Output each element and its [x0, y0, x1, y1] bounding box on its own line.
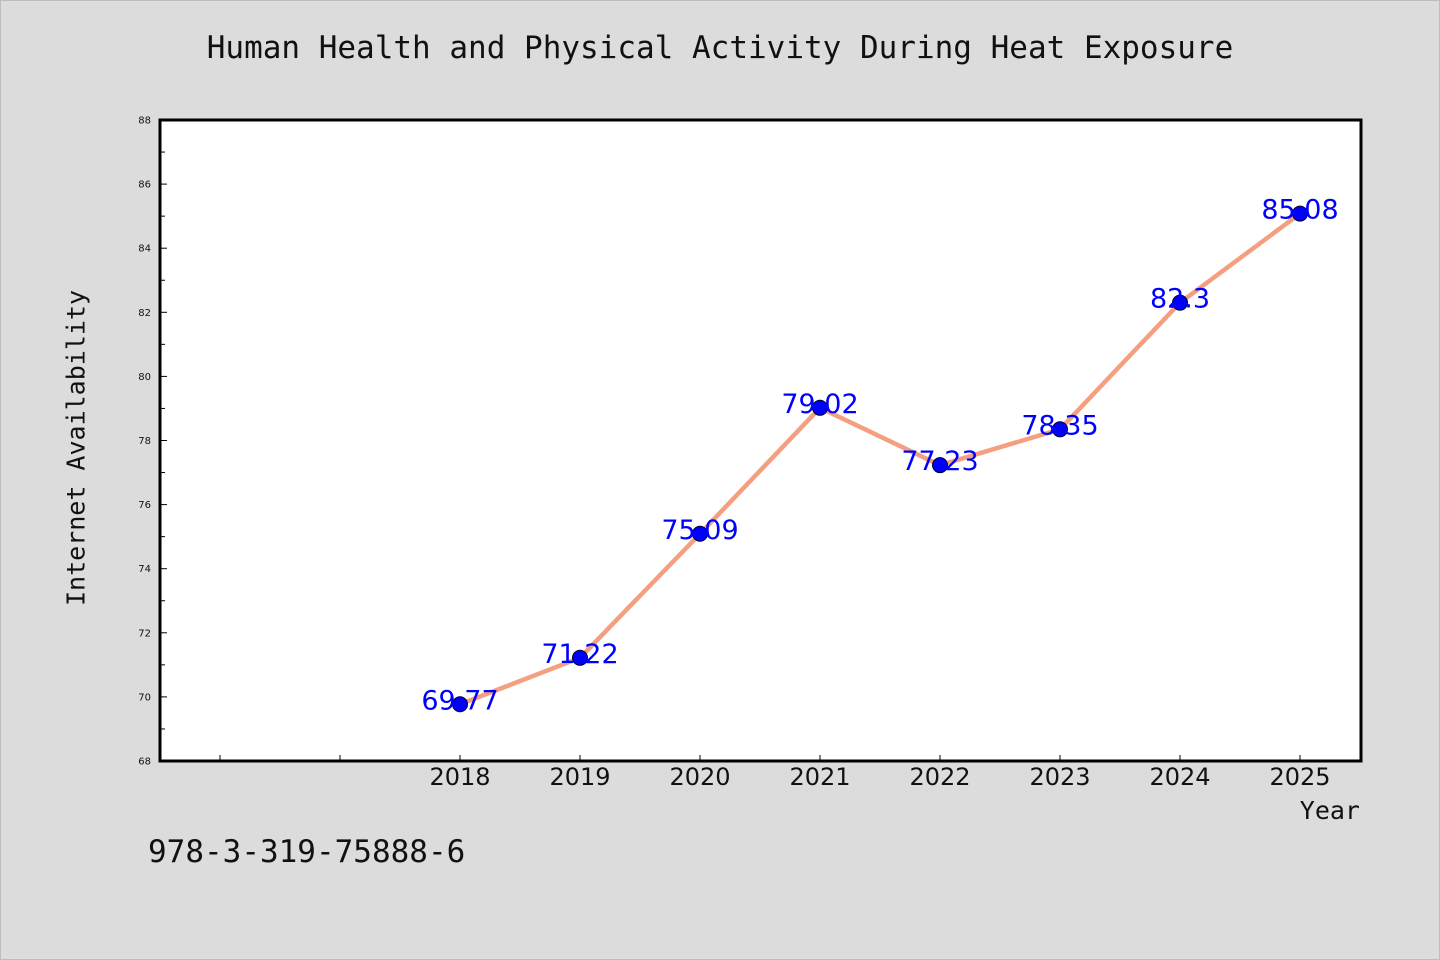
- y-tick-label: 86: [138, 180, 151, 191]
- y-tick-label: 84: [138, 244, 151, 255]
- data-label: 75.09: [661, 515, 738, 546]
- data-label: 71.22: [541, 639, 618, 670]
- y-tick-label: 72: [138, 628, 151, 639]
- data-label: 78.35: [1021, 410, 1098, 441]
- data-label: 82.3: [1150, 284, 1210, 315]
- y-tick-label: 68: [138, 757, 151, 768]
- data-point: [1052, 421, 1068, 438]
- data-label: 85.08: [1261, 195, 1338, 226]
- y-axis: 68 70 72 74 76 78 80 82 84 86 88: [138, 116, 167, 768]
- y-tick-label: 76: [138, 500, 151, 511]
- isbn-text: 978-3-319-75888-6: [148, 834, 466, 870]
- data-point: [812, 399, 828, 416]
- chart-title: Human Health and Physical Activity Durin…: [206, 30, 1234, 66]
- y-tick-label: 88: [138, 116, 151, 127]
- y-tick-label: 78: [138, 436, 151, 447]
- data-label: 79.02: [781, 389, 858, 420]
- x-tick-label: 2021: [789, 763, 850, 791]
- data-point: [1172, 294, 1188, 311]
- x-axis: 2018 2019 2020 2021 2022 2023 2024 2025: [219, 755, 1331, 791]
- y-tick-label: 74: [138, 564, 151, 575]
- data-label: 77.23: [901, 446, 978, 477]
- y-tick-label: 82: [138, 308, 151, 319]
- y-tick-label: 70: [138, 692, 151, 703]
- data-point: [572, 649, 588, 666]
- plot-area: [158, 118, 1363, 763]
- data-label: 69.77: [421, 685, 498, 716]
- data-series: [452, 205, 1308, 713]
- x-tick-label: 2022: [909, 763, 970, 791]
- x-tick-label: 2024: [1149, 763, 1210, 791]
- x-tick-label: 2023: [1029, 763, 1090, 791]
- data-labels: 69.77 71.22 75.09 79.02 77.23 78.35 82.3 85.08: [421, 195, 1338, 717]
- series-line: [457, 211, 1303, 707]
- data-point: [1292, 205, 1308, 222]
- x-axis-label: Year: [1299, 796, 1360, 825]
- x-tick-label: 2018: [429, 763, 490, 791]
- data-point: [692, 525, 708, 542]
- y-tick-label: 80: [138, 372, 151, 383]
- data-point: [932, 457, 948, 474]
- x-tick-label: 2019: [549, 763, 610, 791]
- x-tick-label: 2025: [1269, 763, 1330, 791]
- data-point: [452, 696, 468, 713]
- x-tick-label: 2020: [669, 763, 730, 791]
